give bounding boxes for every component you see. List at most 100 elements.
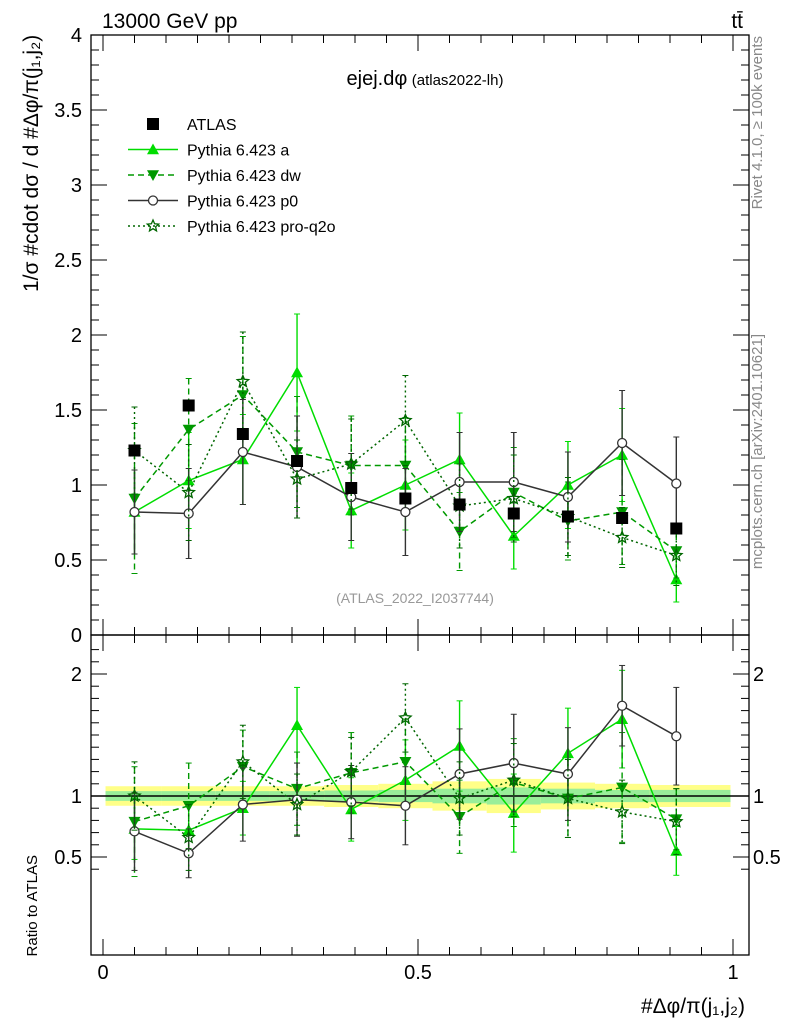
x-axis-label-prefix: #Δφ/π: [641, 995, 701, 1018]
ratio-y-tick-label: 1: [71, 786, 82, 808]
main-series-p0: [129, 390, 682, 559]
ratio-y-tick-label-right: 2: [753, 664, 764, 686]
point-pythia-dw: [236, 390, 249, 401]
point-pythia-pro-q2o: [669, 813, 684, 828]
plot-title-sub: (atlas2022-lh): [412, 72, 504, 89]
point-pythia-pro-q2o: [668, 547, 684, 562]
y-axis-label: 1/σ #cdot dσ / d #Δφ/π(j₁,j₂): [20, 35, 43, 292]
plot-title: ejej.dφ (atlas2022-lh): [347, 68, 504, 90]
y-tick-label: 1: [71, 475, 82, 497]
point-pythia-pro-q2o: [235, 754, 251, 769]
y-tick-label: 2.5: [54, 250, 82, 272]
point-pythia-a: [291, 366, 304, 378]
point-pythia-pro-q2o: [235, 373, 251, 388]
y-tick-label: 0.5: [54, 550, 82, 572]
point-pythia-p0: [400, 800, 411, 811]
side-label-top: Rivet 4.1.0, ≥ 100k events: [749, 36, 766, 209]
y-tick-label: 2: [71, 325, 82, 347]
point-pythia-pro-q2o: [506, 772, 522, 787]
legend-entry-a: Pythia 6.423 a: [128, 143, 289, 160]
data-point-atlas: [561, 510, 574, 523]
point-pythia-pro-q2o: [398, 710, 413, 725]
data-point-atlas: [453, 498, 466, 511]
point-pythia-a: [147, 143, 159, 155]
point-pythia-pro-q2o: [343, 763, 359, 778]
data-point-atlas: [345, 482, 358, 494]
ratio-y-tick-label: 2: [71, 664, 82, 686]
plot-title-main: ejej.dφ: [347, 68, 408, 90]
y-tick-label: 3: [71, 175, 82, 197]
legend: ATLAS Pythia 6.423 a Pythia 6.423 dw Pythia…: [128, 117, 336, 236]
watermark-label: (ATLAS_2022_I2037744): [336, 590, 494, 606]
data-point-atlas: [182, 399, 195, 412]
point-pythia-p0: [616, 437, 628, 449]
ratio-panel-frame: [90, 634, 750, 956]
ratio-y-tick-label-right: 0.5: [753, 847, 781, 869]
point-pythia-p0: [183, 508, 194, 519]
series-line-q2o: [134, 716, 677, 839]
point-pythia-pro-q2o: [289, 471, 305, 486]
legend-label: Pythia 6.423 pro-q2o: [187, 219, 336, 236]
ratio-plot-series: [127, 664, 684, 879]
data-point-atlas: [291, 455, 304, 467]
point-pythia-pro-q2o: [289, 796, 305, 811]
data-point-atlas: [236, 428, 249, 440]
ratio-series-q2o: [127, 683, 684, 871]
point-pythia-p0: [147, 195, 159, 206]
y-axis-frac: Δφ/π: [20, 79, 43, 127]
point-pythia-a: [291, 719, 304, 731]
point-pythia-pro-q2o: [614, 529, 630, 544]
legend-entry-q2o: Pythia 6.423 pro-q2o: [128, 218, 336, 236]
point-pythia-pro-q2o: [181, 829, 197, 844]
side-label-bottom: mcplots.cern.ch [arXiv:2401.10621]: [749, 334, 766, 569]
x-axis-label: #Δφ/π(j₁,j₂): [641, 995, 745, 1018]
y-axis-label-text: 1/σ #cdot dσ / d #: [20, 127, 43, 292]
point-pythia-p0: [671, 478, 682, 489]
point-pythia-dw: [616, 782, 629, 794]
legend-label: Pythia 6.423 a: [187, 143, 289, 160]
x-tick-label: 0: [97, 962, 108, 984]
point-pythia-a: [670, 573, 683, 585]
x-tick-label: 1: [727, 962, 738, 984]
data-point-atlas: [616, 512, 629, 524]
series-line-q2o: [134, 379, 677, 557]
point-pythia-p0: [183, 848, 194, 859]
point-pythia-p0: [129, 506, 140, 518]
point-pythia-dw: [182, 424, 195, 436]
axis-ticks: 0 0.5 1 1.5 2 2.5 3 3.5 4 0.5 0.5 1 1 2 2 0 0.5 1: [54, 25, 781, 984]
legend-entry-p0: Pythia 6.423 p0: [128, 194, 298, 211]
y-tick-label: 3.5: [54, 100, 82, 122]
point-pythia-pro-q2o: [452, 790, 467, 805]
point-pythia-pro-q2o: [398, 412, 413, 427]
point-pythia-dw: [399, 757, 412, 768]
ratio-y-tick-label: 0.5: [54, 847, 82, 869]
y-axis-args: (j₁,j₂): [20, 35, 43, 79]
point-pythia-p0: [616, 700, 628, 711]
legend-label: Pythia 6.423 dw: [187, 168, 301, 185]
data-point-atlas: [399, 492, 412, 505]
y-tick-label: 4: [71, 25, 82, 47]
point-pythia-pro-q2o: [127, 788, 142, 803]
legend-entry-data: ATLAS: [147, 117, 237, 134]
ratio-y-tick-label-right: 1: [753, 786, 764, 808]
x-tick-label: 0.5: [404, 962, 432, 984]
data-point-atlas: [128, 444, 141, 457]
x-axis-label-args: (j₁,j₂): [701, 995, 745, 1018]
point-pythia-p0: [671, 731, 682, 742]
main-series-q2o: [127, 331, 684, 586]
point-pythia-dw: [399, 460, 412, 472]
point-pythia-p0: [237, 446, 249, 458]
point-pythia-dw: [147, 170, 159, 181]
point-pythia-pro-q2o: [506, 490, 522, 505]
y-ratio-label: Ratio to ATLAS: [24, 855, 41, 956]
legend-entry-dw: Pythia 6.423 dw: [128, 168, 301, 185]
point-pythia-pro-q2o: [614, 804, 630, 819]
main-plot-series: [127, 313, 684, 603]
point-pythia-pro-q2o: [343, 456, 359, 471]
y-tick-label: 0: [71, 625, 82, 647]
data-point-atlas: [670, 522, 683, 535]
energy-label: 13000 GeV pp: [102, 10, 237, 33]
point-pythia-p0: [237, 799, 249, 810]
point-pythia-pro-q2o: [560, 790, 576, 805]
